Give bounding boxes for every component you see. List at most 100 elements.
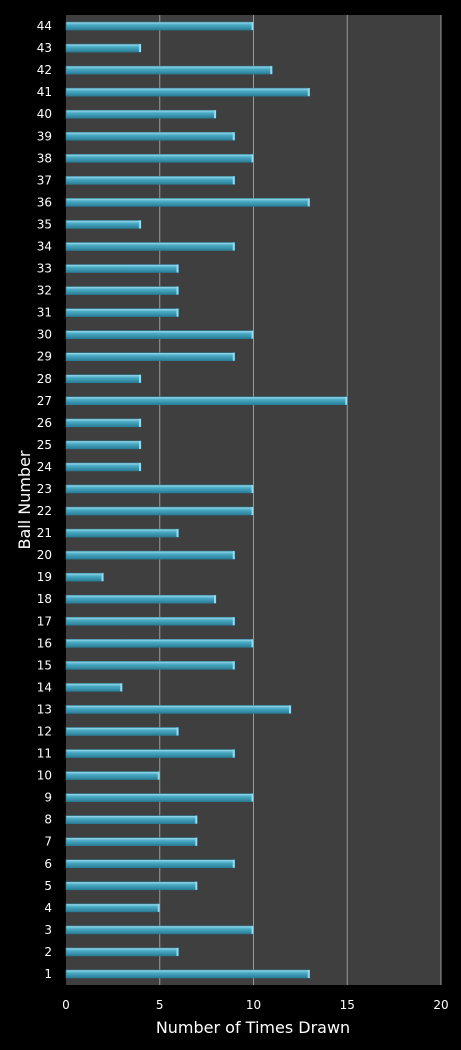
y-tick-label-32: 32 xyxy=(37,284,52,298)
bar-ball-14 xyxy=(65,683,123,692)
bar-end-ball-41 xyxy=(307,88,310,97)
y-tick-label-33: 33 xyxy=(37,262,52,276)
bar-end-ball-29 xyxy=(232,352,235,361)
bar-end-ball-5 xyxy=(195,881,198,890)
bar-ball-34 xyxy=(65,242,236,251)
y-tick-label-25: 25 xyxy=(37,438,52,452)
y-tick-label-18: 18 xyxy=(37,592,52,606)
y-tick-label-16: 16 xyxy=(37,636,52,650)
bar-end-ball-4 xyxy=(157,903,160,912)
bar-ball-36 xyxy=(65,198,311,207)
bar-end-ball-26 xyxy=(139,418,141,427)
y-tick-label-40: 40 xyxy=(37,107,52,121)
x-axis-title: Number of Times Drawn xyxy=(156,1018,350,1037)
bar-end-ball-34 xyxy=(232,242,235,251)
y-tick-label-5: 5 xyxy=(44,879,52,893)
bar-end-ball-31 xyxy=(176,308,179,317)
y-tick-label-36: 36 xyxy=(37,195,52,209)
bars xyxy=(65,21,348,979)
y-tick-label-44: 44 xyxy=(37,19,52,33)
bar-ball-42 xyxy=(65,65,273,75)
bar-ball-30 xyxy=(65,330,254,339)
bar-ball-28 xyxy=(65,374,142,384)
bar-ball-40 xyxy=(65,109,217,119)
bar-end-ball-24 xyxy=(139,462,141,471)
bar-ball-31 xyxy=(65,308,179,317)
bar-end-ball-8 xyxy=(195,815,198,824)
bar-ball-39 xyxy=(65,131,236,141)
bar-ball-17 xyxy=(65,616,236,626)
bar-ball-19 xyxy=(65,572,104,582)
bar-ball-8 xyxy=(65,815,198,824)
bar-end-ball-22 xyxy=(251,507,254,516)
bar-end-ball-37 xyxy=(232,176,235,185)
bar-ball-29 xyxy=(65,352,236,362)
y-tick-label-9: 9 xyxy=(44,791,52,805)
bar-ball-35 xyxy=(65,220,142,229)
bar-ball-10 xyxy=(65,771,161,780)
y-tick-label-37: 37 xyxy=(37,173,52,187)
bar-end-ball-1 xyxy=(307,969,310,978)
y-tick-label-1: 1 xyxy=(44,967,52,981)
bar-ball-13 xyxy=(65,705,292,714)
bar-ball-16 xyxy=(65,638,254,648)
bar-ball-27 xyxy=(65,396,348,406)
y-tick-label-21: 21 xyxy=(37,526,52,540)
bar-ball-7 xyxy=(65,837,198,847)
x-tick-label-5: 5 xyxy=(156,998,164,1012)
bar-end-ball-27 xyxy=(345,396,348,405)
y-tick-label-11: 11 xyxy=(37,747,52,761)
y-tick-label-10: 10 xyxy=(37,769,52,783)
bar-ball-38 xyxy=(65,153,254,163)
bar-end-ball-2 xyxy=(176,947,179,956)
y-tick-label-17: 17 xyxy=(37,614,52,628)
bar-end-ball-33 xyxy=(176,264,179,273)
y-tick-label-3: 3 xyxy=(44,923,52,937)
bar-ball-37 xyxy=(65,176,236,185)
bar-end-ball-6 xyxy=(232,859,235,868)
bar-ball-32 xyxy=(65,286,179,295)
x-tick-label-10: 10 xyxy=(246,998,261,1012)
bar-end-ball-38 xyxy=(251,154,254,163)
bar-end-ball-20 xyxy=(232,551,235,560)
bar-end-ball-11 xyxy=(232,749,235,758)
bar-ball-3 xyxy=(65,925,254,935)
y-tick-label-12: 12 xyxy=(37,724,52,738)
bar-end-ball-19 xyxy=(101,573,104,582)
y-tick-label-31: 31 xyxy=(37,306,52,320)
bar-ball-26 xyxy=(65,418,142,428)
bar-end-ball-10 xyxy=(157,771,160,780)
bar-ball-24 xyxy=(65,462,142,472)
bar-end-ball-12 xyxy=(176,727,179,736)
y-tick-label-43: 43 xyxy=(37,41,52,55)
y-axis-title: Ball Number xyxy=(15,450,34,549)
bar-end-ball-13 xyxy=(289,705,291,714)
bar-end-ball-16 xyxy=(251,639,254,648)
y-tick-label-20: 20 xyxy=(37,548,52,562)
bar-end-ball-35 xyxy=(139,220,141,229)
bar-end-ball-17 xyxy=(232,617,235,626)
bar-end-ball-23 xyxy=(251,484,254,493)
x-tick-label-0: 0 xyxy=(62,998,70,1012)
y-tick-label-27: 27 xyxy=(37,394,52,408)
bar-end-ball-42 xyxy=(270,66,273,75)
y-tick-label-22: 22 xyxy=(37,504,52,518)
bar-ball-20 xyxy=(65,550,236,560)
y-tick-label-15: 15 xyxy=(37,658,52,672)
bar-end-ball-36 xyxy=(307,198,310,207)
bar-ball-5 xyxy=(65,881,198,891)
bar-end-ball-32 xyxy=(176,286,179,295)
bar-end-ball-40 xyxy=(214,110,216,119)
y-tick-label-39: 39 xyxy=(37,129,52,143)
bar-ball-4 xyxy=(65,903,161,913)
bar-end-ball-44 xyxy=(251,22,254,31)
bar-end-ball-25 xyxy=(139,440,141,449)
bar-ball-1 xyxy=(65,969,311,979)
y-tick-label-13: 13 xyxy=(37,702,52,716)
bar-ball-23 xyxy=(65,484,254,494)
bar-end-ball-3 xyxy=(251,925,254,934)
y-tick-label-26: 26 xyxy=(37,416,52,430)
bar-end-ball-15 xyxy=(232,661,235,670)
bar-ball-2 xyxy=(65,947,179,957)
